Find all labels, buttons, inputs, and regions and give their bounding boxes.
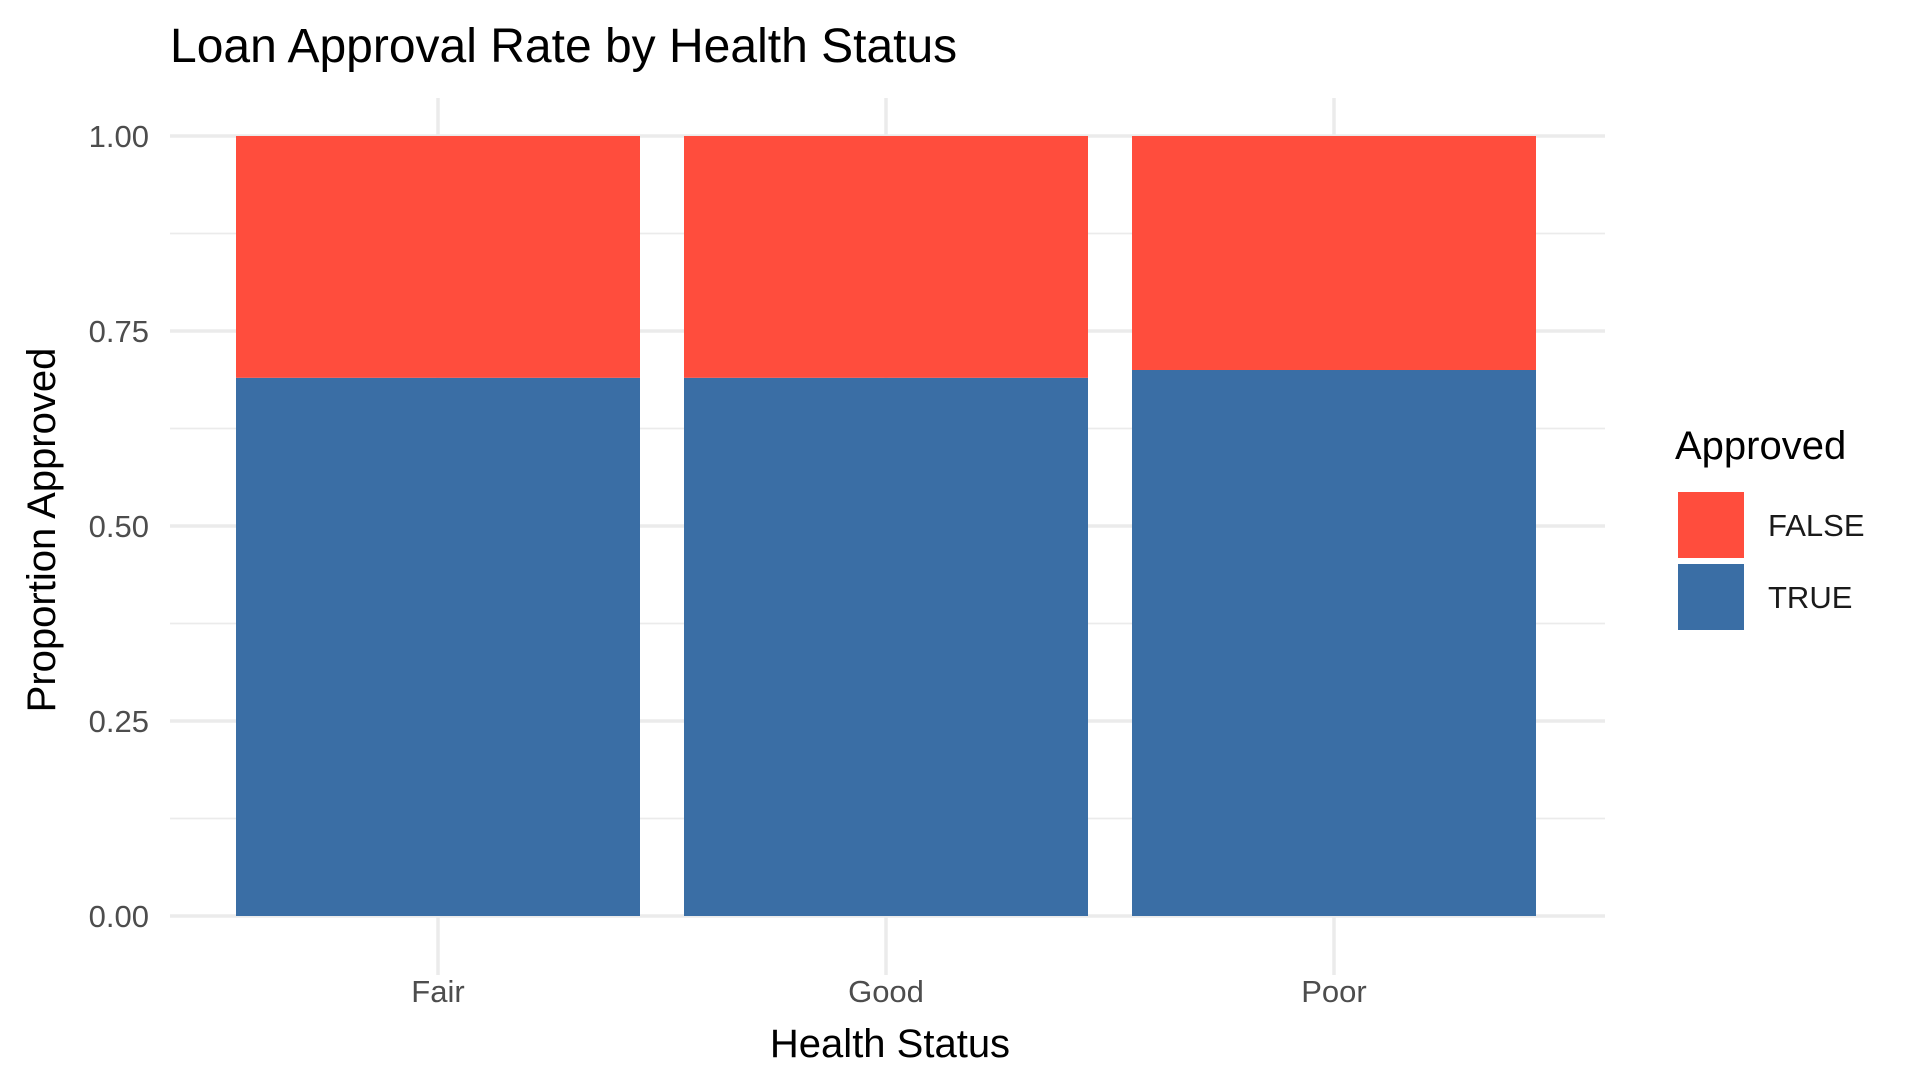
legend-swatch-false <box>1678 492 1744 558</box>
y-axis-title: Proportion Approved <box>20 348 64 713</box>
y-tick-label: 0.25 <box>89 704 149 739</box>
x-axis-ticks: Fair Good Poor <box>411 974 1366 1009</box>
legend-label-false: FALSE <box>1768 508 1865 543</box>
x-tick-label: Fair <box>411 974 464 1009</box>
x-tick-label: Good <box>848 974 924 1009</box>
x-axis-title: Health Status <box>770 1022 1010 1066</box>
y-tick-label: 1.00 <box>89 119 149 154</box>
legend: Approved FALSE TRUE <box>1675 424 1865 630</box>
bar-good-false <box>684 136 1088 378</box>
bar-poor-false <box>1132 136 1536 370</box>
legend-title: Approved <box>1675 424 1846 468</box>
chart-title: Loan Approval Rate by Health Status <box>170 20 957 73</box>
y-tick-label: 0.00 <box>89 899 149 934</box>
y-tick-label: 0.75 <box>89 314 149 349</box>
legend-swatch-true <box>1678 564 1744 630</box>
bar-fair-true <box>236 377 640 916</box>
bars <box>236 136 1536 916</box>
y-tick-label: 0.50 <box>89 509 149 544</box>
x-tick-label: Poor <box>1301 974 1366 1009</box>
bar-good-true <box>684 377 1088 916</box>
y-axis-ticks: 0.00 0.25 0.50 0.75 1.00 <box>89 119 149 934</box>
legend-label-true: TRUE <box>1768 580 1852 615</box>
bar-poor-true <box>1132 370 1536 916</box>
bar-fair-false <box>236 136 640 378</box>
legend-items: FALSE TRUE <box>1678 492 1865 630</box>
